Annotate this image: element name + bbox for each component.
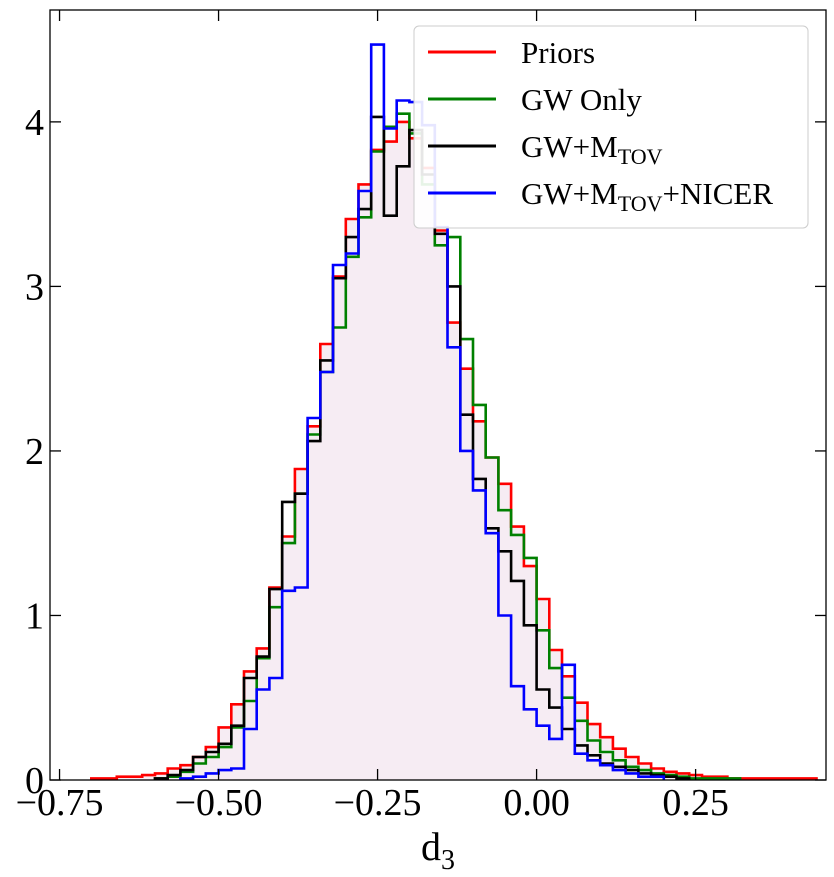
x-tick-label-1: −0.50 (175, 782, 263, 824)
plot-frame (49, 9, 827, 781)
y-tick-label-3: 3 (25, 266, 44, 308)
hist-fill-0 (91, 121, 817, 780)
histogram-fills (91, 121, 817, 780)
x-tick-label-2: −0.25 (334, 782, 422, 824)
x-axis-label-sub: 3 (441, 845, 455, 876)
x-tick-label-3: 0.00 (503, 782, 570, 824)
y-tick-label-4: 4 (25, 102, 44, 144)
x-tick-label-0: −0.75 (16, 782, 104, 824)
tick-labels: −0.75 −0.50 −0.25 0.00 0.25 0 1 2 3 4 (16, 102, 729, 824)
legend-label-1: GW Only (521, 82, 642, 117)
x-axis-label: d3 (421, 824, 455, 876)
axis-ticks (50, 10, 826, 781)
x-tick-label-4: 0.25 (662, 782, 729, 824)
y-tick-label-2: 2 (25, 431, 44, 473)
legend: Priors GW Only GW+MTOV GW+MTOV+NICER (413, 25, 809, 229)
x-axis-label-main: d (421, 824, 441, 869)
legend-label-0: Priors (521, 35, 595, 70)
y-tick-label-1: 1 (25, 595, 44, 637)
legend-box (413, 25, 809, 229)
legend-label-3: GW+MTOV+NICER (521, 176, 773, 216)
legend-label-2: GW+MTOV (521, 129, 663, 169)
y-tick-label-0: 0 (25, 760, 44, 802)
